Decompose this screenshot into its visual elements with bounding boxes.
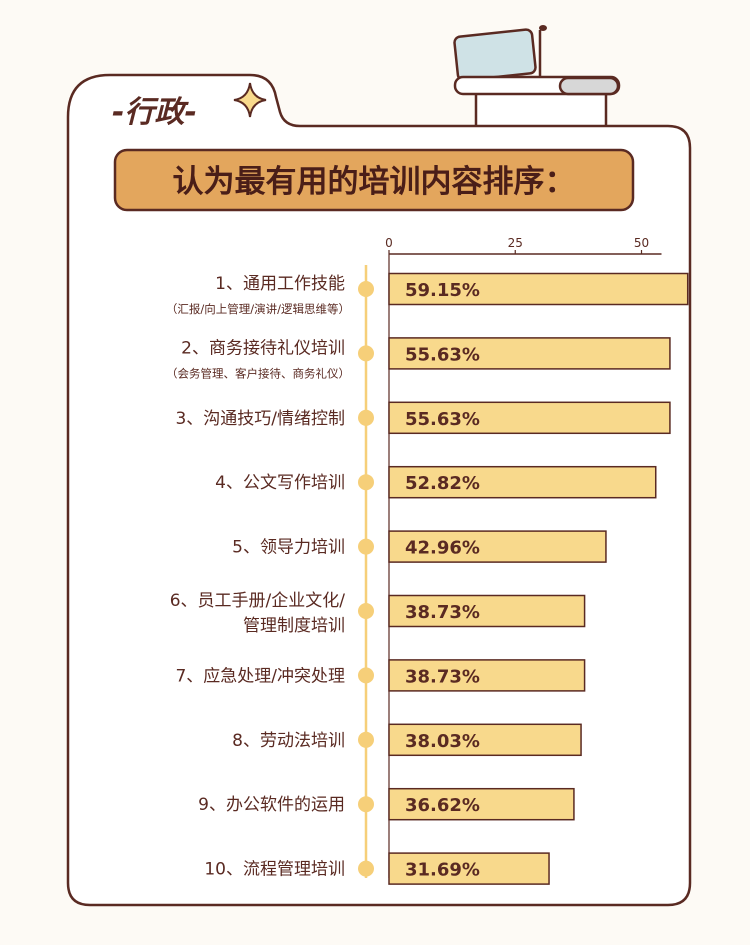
bar [388, 594, 586, 628]
category-labels: 1、通用工作技能 （汇报/向上管理/演讲/逻辑思维等） 2、商务接待礼仪培训 （会务管… [166, 274, 350, 880]
category-dot [358, 281, 374, 297]
bars: 59.15% 55.63% 55.63% 52.82% 42.96% 38.73% 38.7… [388, 272, 689, 885]
bar [388, 723, 582, 757]
x-tick-label: 0 [385, 236, 393, 250]
bar-value-label: 38.73% [405, 602, 480, 623]
bar-value-label: 38.03% [405, 731, 480, 752]
bar-value-label: 55.63% [405, 409, 480, 430]
category-label: 8、劳动法培训 [232, 731, 345, 751]
category-dot [358, 667, 374, 684]
bar-value-label: 52.82% [405, 473, 480, 494]
bar [388, 337, 671, 370]
category-label: 7、应急处理/冲突处理 [175, 666, 345, 686]
chart-title: 认为最有用的培训内容排序： [173, 164, 576, 200]
category-sublabel: （会务管理、客户接待、商务礼仪） [166, 366, 350, 380]
category-dot [358, 731, 374, 748]
bar-value-label: 31.69% [405, 860, 480, 881]
x-tick-label: 50 [634, 236, 649, 250]
category-label: 5、领导力培训 [232, 538, 345, 558]
category-track [358, 265, 374, 878]
bar-value-label: 55.63% [405, 344, 480, 365]
x-tick-label: 25 [508, 236, 523, 250]
category-label: 10、流程管理培训 [204, 860, 345, 880]
category-dot [358, 603, 374, 619]
category-dot [358, 538, 374, 555]
bar [388, 401, 671, 435]
podium-illustration [453, 25, 621, 132]
category-dot [358, 860, 374, 877]
bar-value-label: 38.73% [405, 666, 480, 687]
section-tag: -行政- [112, 95, 197, 130]
category-label: 6、员工手册/企业文化/ [170, 591, 346, 611]
category-label: 3、沟通技巧/情绪控制 [175, 409, 345, 429]
category-dot [358, 345, 374, 362]
bar-value-label: 42.96% [405, 538, 480, 559]
bar [388, 787, 575, 821]
bar-value-label: 36.62% [405, 795, 480, 816]
category-label: 1、通用工作技能 [215, 274, 345, 294]
category-label: 9、办公软件的运用 [198, 795, 345, 815]
category-label: 2、商务接待礼仪培训 [181, 338, 345, 358]
bar [388, 530, 607, 563]
bar [388, 852, 550, 885]
bar [388, 272, 689, 306]
category-label: 管理制度培训 [243, 616, 345, 636]
bar-value-label: 59.15% [405, 280, 480, 301]
category-dot [358, 796, 374, 813]
title-banner [113, 148, 635, 212]
category-dot [358, 474, 374, 491]
category-sublabel: （汇报/向上管理/演讲/逻辑思维等） [166, 302, 350, 316]
sparkle-icon [233, 82, 267, 118]
category-dot [358, 409, 374, 426]
bar [388, 465, 657, 499]
category-label: 4、公文写作培训 [215, 473, 345, 493]
bar [388, 659, 586, 692]
